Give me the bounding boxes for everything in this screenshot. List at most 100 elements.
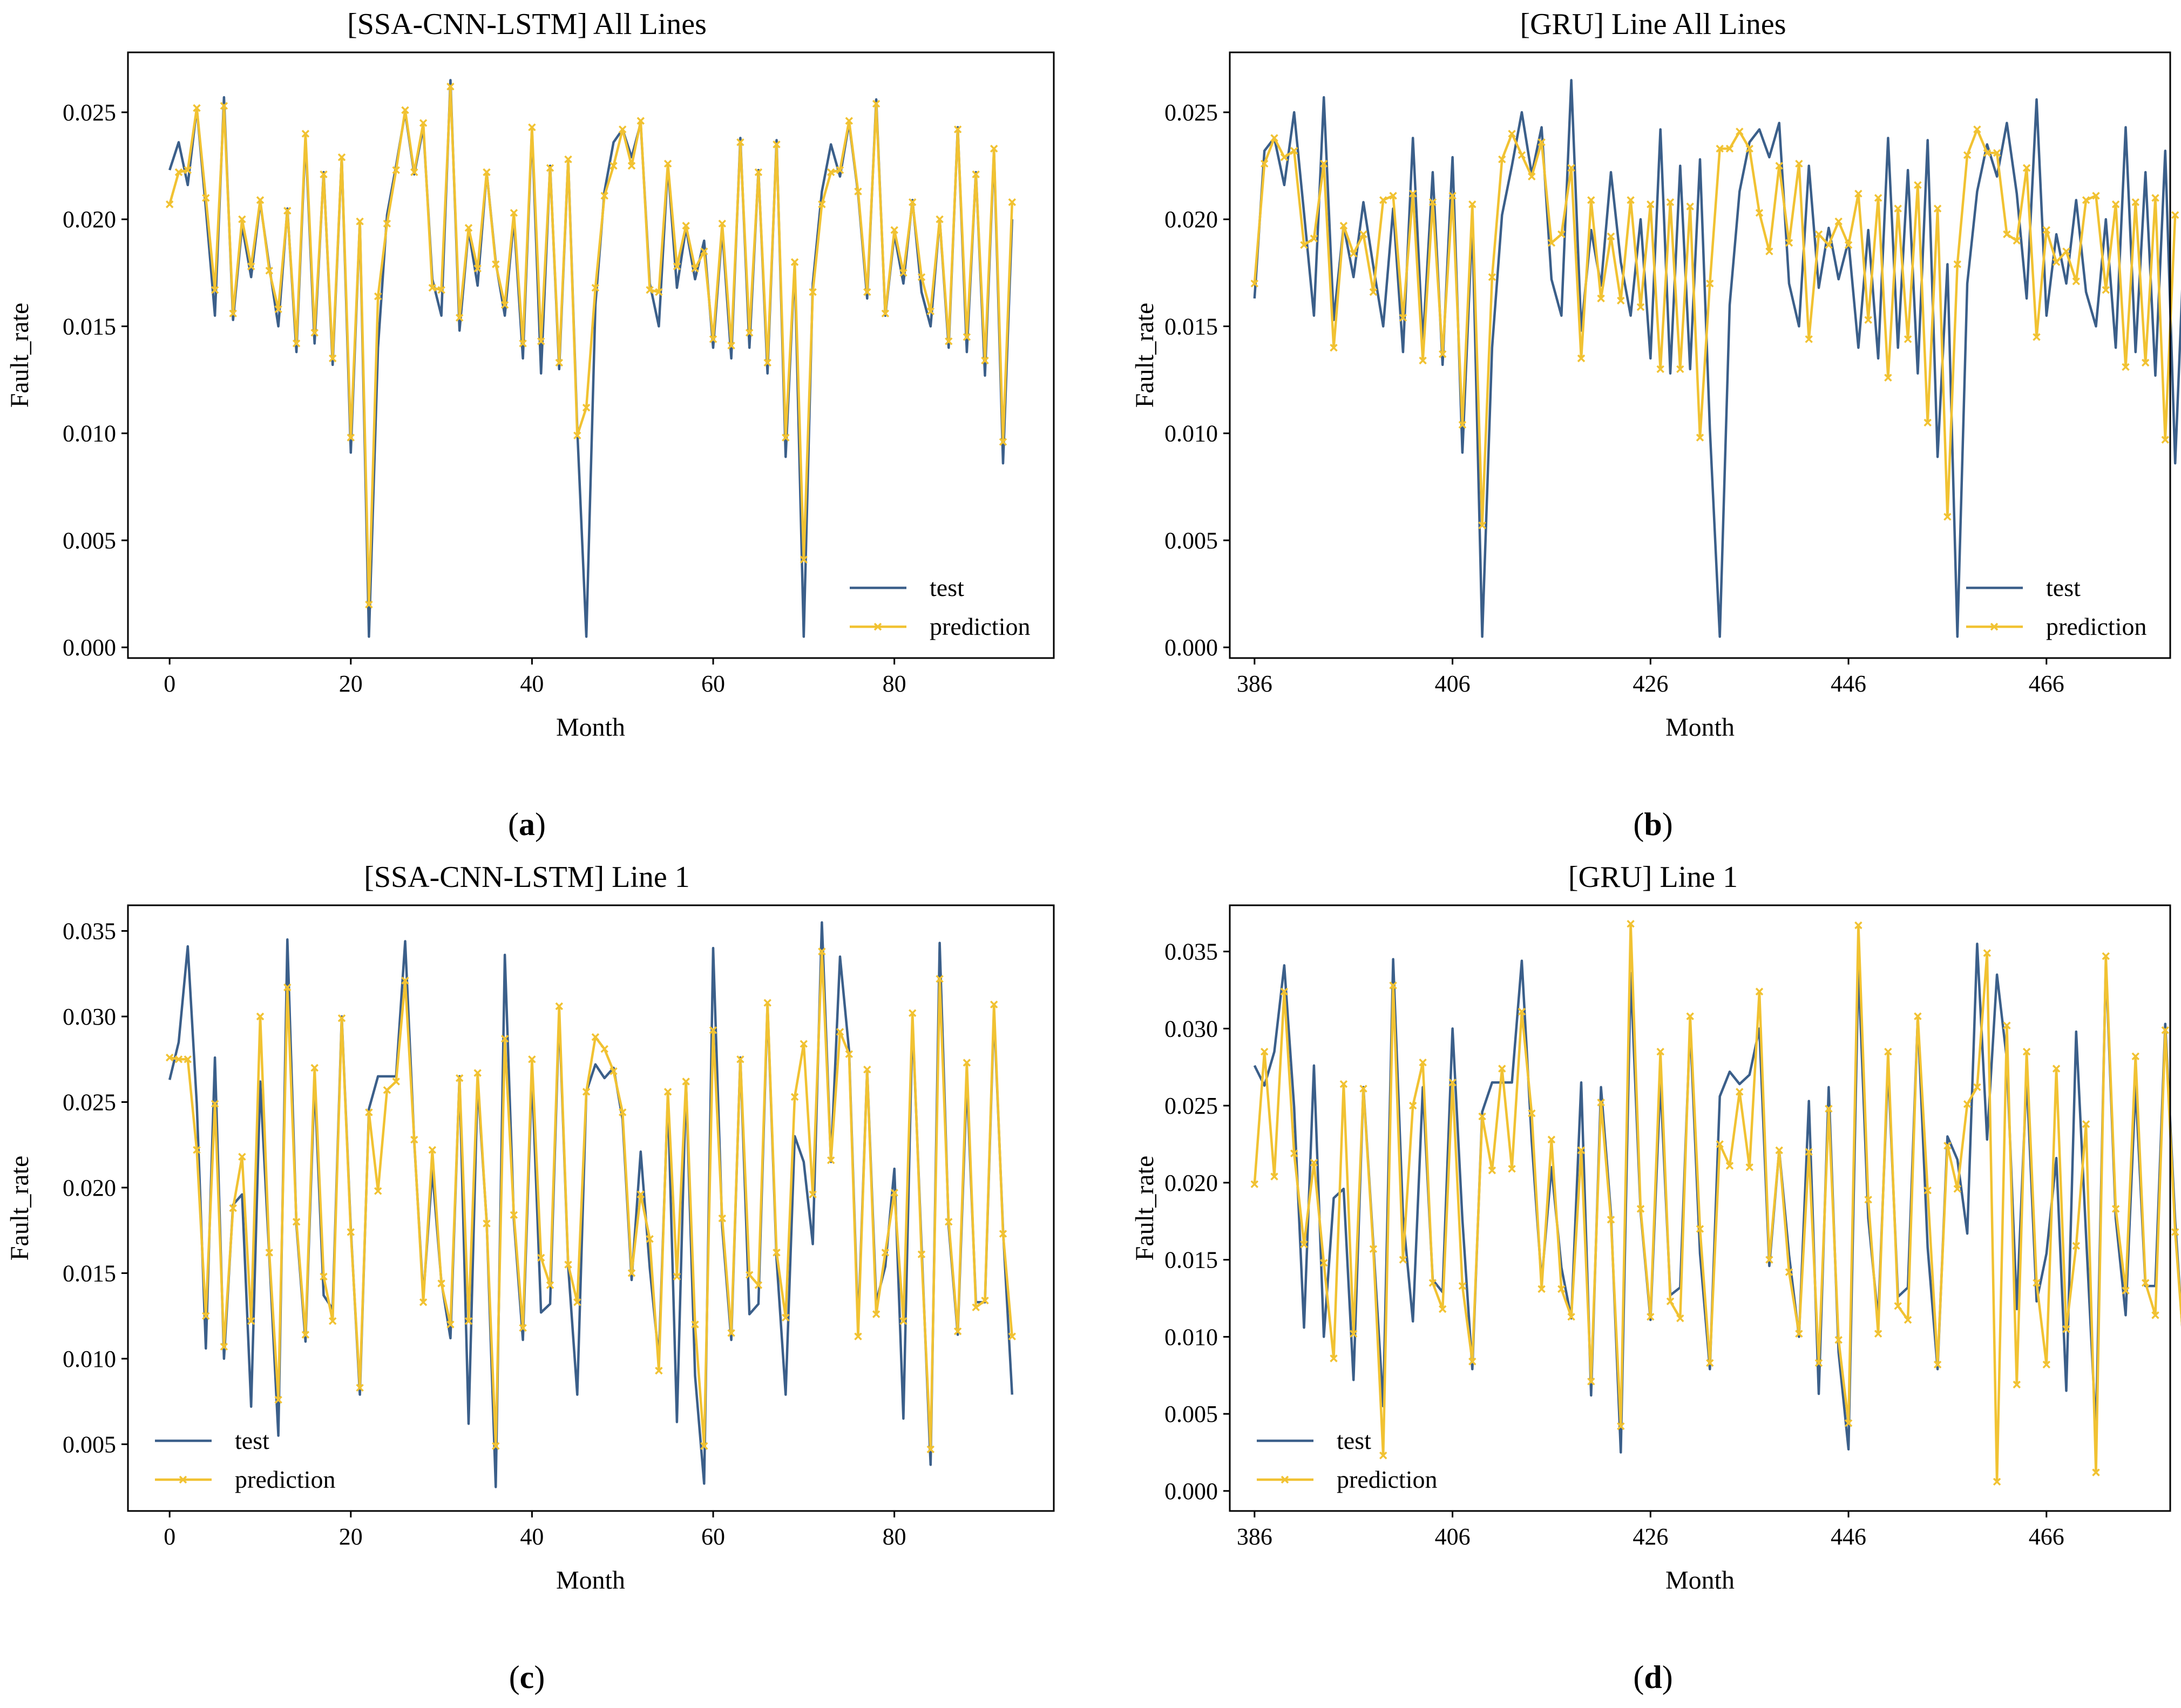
ytick-label: 0.020 (1164, 206, 1218, 233)
subplot-b-ticks: 0.000 0.005 0.010 0.015 0.020 0.025 386 406 426 4… (1164, 99, 2064, 697)
subplot-b-caption: (b) (1633, 806, 1672, 842)
subplot-c-ylabel: Fault_rate (5, 1156, 34, 1261)
xtick-label: 446 (1831, 670, 1866, 697)
xtick-label: 20 (339, 1523, 363, 1550)
subplot-b-series (1250, 79, 2181, 638)
subplot-d-frame (1229, 904, 2171, 1512)
ytick-label: 0.035 (1164, 939, 1218, 965)
ytick-label: 0.025 (63, 99, 116, 126)
xtick-label: 60 (701, 670, 725, 697)
subplot-c-ticks: 0.005 0.010 0.015 0.020 0.025 0.030 0.035 0 20 40… (63, 918, 906, 1550)
ytick-label: 0.015 (63, 313, 116, 340)
subplot-c: [SSA-CNN-LSTM] Line 1 0.0050.0100.0150.0… (5, 860, 1055, 1695)
subplot-b: [GRU] Line All Lines 0.000 0.005 0.010 0.01… (1130, 8, 2181, 842)
xtick-label: 466 (2029, 670, 2064, 697)
ytick-label: 0.020 (1164, 1170, 1218, 1196)
legend-prediction-label: prediction (930, 613, 1031, 640)
ytick-label: 0.025 (1164, 99, 1218, 126)
xtick-label: 20 (339, 670, 363, 697)
series-prediction-line (169, 950, 1014, 1451)
ytick-label: 0.015 (63, 1260, 116, 1286)
subplot-d-xlabel: Month (1665, 1566, 1735, 1595)
subplot-b-legend: test prediction (1966, 574, 2147, 640)
ytick-label: 0.005 (1164, 1401, 1218, 1427)
ytick-label: 0.005 (1164, 527, 1218, 554)
legend-test-label: test (235, 1427, 269, 1454)
xtick-label: 446 (1831, 1523, 1866, 1550)
xtick-label: 426 (1633, 670, 1668, 697)
ytick-label: 0.015 (1164, 313, 1218, 340)
legend-test-label: test (930, 574, 964, 601)
series-prediction-line (1253, 128, 2177, 527)
subplot-c-title: [SSA-CNN-LSTM] Line 1 (364, 860, 690, 894)
ytick-label: 0.010 (1164, 1324, 1218, 1350)
ytick-label: 0.015 (1164, 1247, 1218, 1273)
xtick-label: 0 (164, 670, 175, 697)
ytick-label: 0.010 (63, 421, 116, 447)
subplot-d-ylabel: Fault_rate (1130, 1156, 1159, 1261)
legend-test-label: test (2046, 574, 2081, 601)
xtick-label: 406 (1435, 1523, 1471, 1550)
subplot-c-xlabel: Month (556, 1566, 625, 1595)
subplot-d-legend: test prediction (1257, 1427, 1438, 1493)
subplot-a-xlabel: Month (556, 713, 625, 742)
xtick-label: 60 (701, 1523, 725, 1550)
xtick-label: 386 (1237, 1523, 1272, 1550)
ytick-label: 0.010 (63, 1346, 116, 1372)
subplot-b-frame (1229, 51, 2171, 659)
subplot-a-title: [SSA-CNN-LSTM] All Lines (347, 8, 707, 41)
subplot-c-caption: (c) (509, 1659, 545, 1695)
legend-prediction-label: prediction (235, 1466, 336, 1493)
subplot-a-frame (127, 51, 1055, 659)
series-prediction-line (168, 85, 1014, 606)
xtick-label: 0 (164, 1523, 175, 1550)
ytick-label: 0.000 (63, 634, 116, 661)
ytick-label: 0.025 (63, 1089, 116, 1115)
xtick-label: 406 (1435, 670, 1471, 697)
subplot-c-frame (127, 904, 1055, 1512)
subplot-b-xlabel: Month (1665, 713, 1735, 742)
subplot-b-caption-letter: b (1644, 806, 1662, 842)
subplot-a-series (165, 79, 1017, 638)
subplot-d-caption-letter: d (1644, 1659, 1662, 1695)
ytick-label: 0.030 (63, 1004, 116, 1030)
subplot-a-ticks: 0.000 0.005 0.010 0.015 0.020 0.025 0 20 40 60 80 (63, 99, 906, 697)
ytick-label: 0.000 (1164, 634, 1218, 661)
subplot-a-caption-letter: a (519, 806, 535, 842)
xtick-label: 40 (520, 670, 544, 697)
ytick-label: 0.005 (63, 527, 116, 554)
subplot-d-series (1250, 919, 2181, 1486)
xtick-label: 80 (883, 1523, 906, 1550)
xtick-label: 466 (2029, 1523, 2064, 1550)
series-prediction-line (1253, 923, 2181, 1483)
subplot-c-caption-letter: c (520, 1659, 534, 1695)
subplot-a-ylabel: Fault_rate (5, 303, 34, 408)
subplot-d-ticks: 0.000 0.005 0.010 0.015 0.020 0.025 0.030 0.035… (1164, 939, 2064, 1550)
ytick-label: 0.000 (1164, 1478, 1218, 1504)
ytick-label: 0.005 (63, 1431, 116, 1458)
xtick-label: 40 (520, 1523, 544, 1550)
ytick-label: 0.010 (1164, 421, 1218, 447)
subplot-c-series (165, 921, 1017, 1488)
xtick-label: 426 (1633, 1523, 1668, 1550)
subplot-c-legend: test prediction (155, 1427, 336, 1493)
subplot-a-caption: (a) (508, 806, 546, 842)
ytick-label: 0.020 (63, 1175, 116, 1201)
legend-prediction-label: prediction (2046, 613, 2147, 640)
subplot-a-legend: test prediction (850, 574, 1031, 640)
subplot-d-title: [GRU] Line 1 (1568, 860, 1738, 894)
legend-prediction-label: prediction (1337, 1466, 1438, 1493)
subplot-b-ylabel: Fault_rate (1130, 303, 1159, 408)
subplot-a: [SSA-CNN-LSTM] All Lines 0.000 0.005 0.010… (5, 8, 1055, 842)
xtick-label: 80 (883, 670, 906, 697)
ytick-label: 0.025 (1164, 1093, 1218, 1119)
subplot-d-caption: (d) (1633, 1659, 1672, 1695)
ytick-label: 0.020 (63, 206, 116, 233)
ytick-label: 0.030 (1164, 1015, 1218, 1042)
subplot-b-title: [GRU] Line All Lines (1520, 8, 1786, 41)
subplot-d: [GRU] Line 1 0.0000.0050.0100.0150.0200.… (1130, 860, 2181, 1695)
xtick-label: 386 (1237, 670, 1272, 697)
legend-test-label: test (1337, 1427, 1371, 1454)
ytick-label: 0.035 (63, 918, 116, 945)
